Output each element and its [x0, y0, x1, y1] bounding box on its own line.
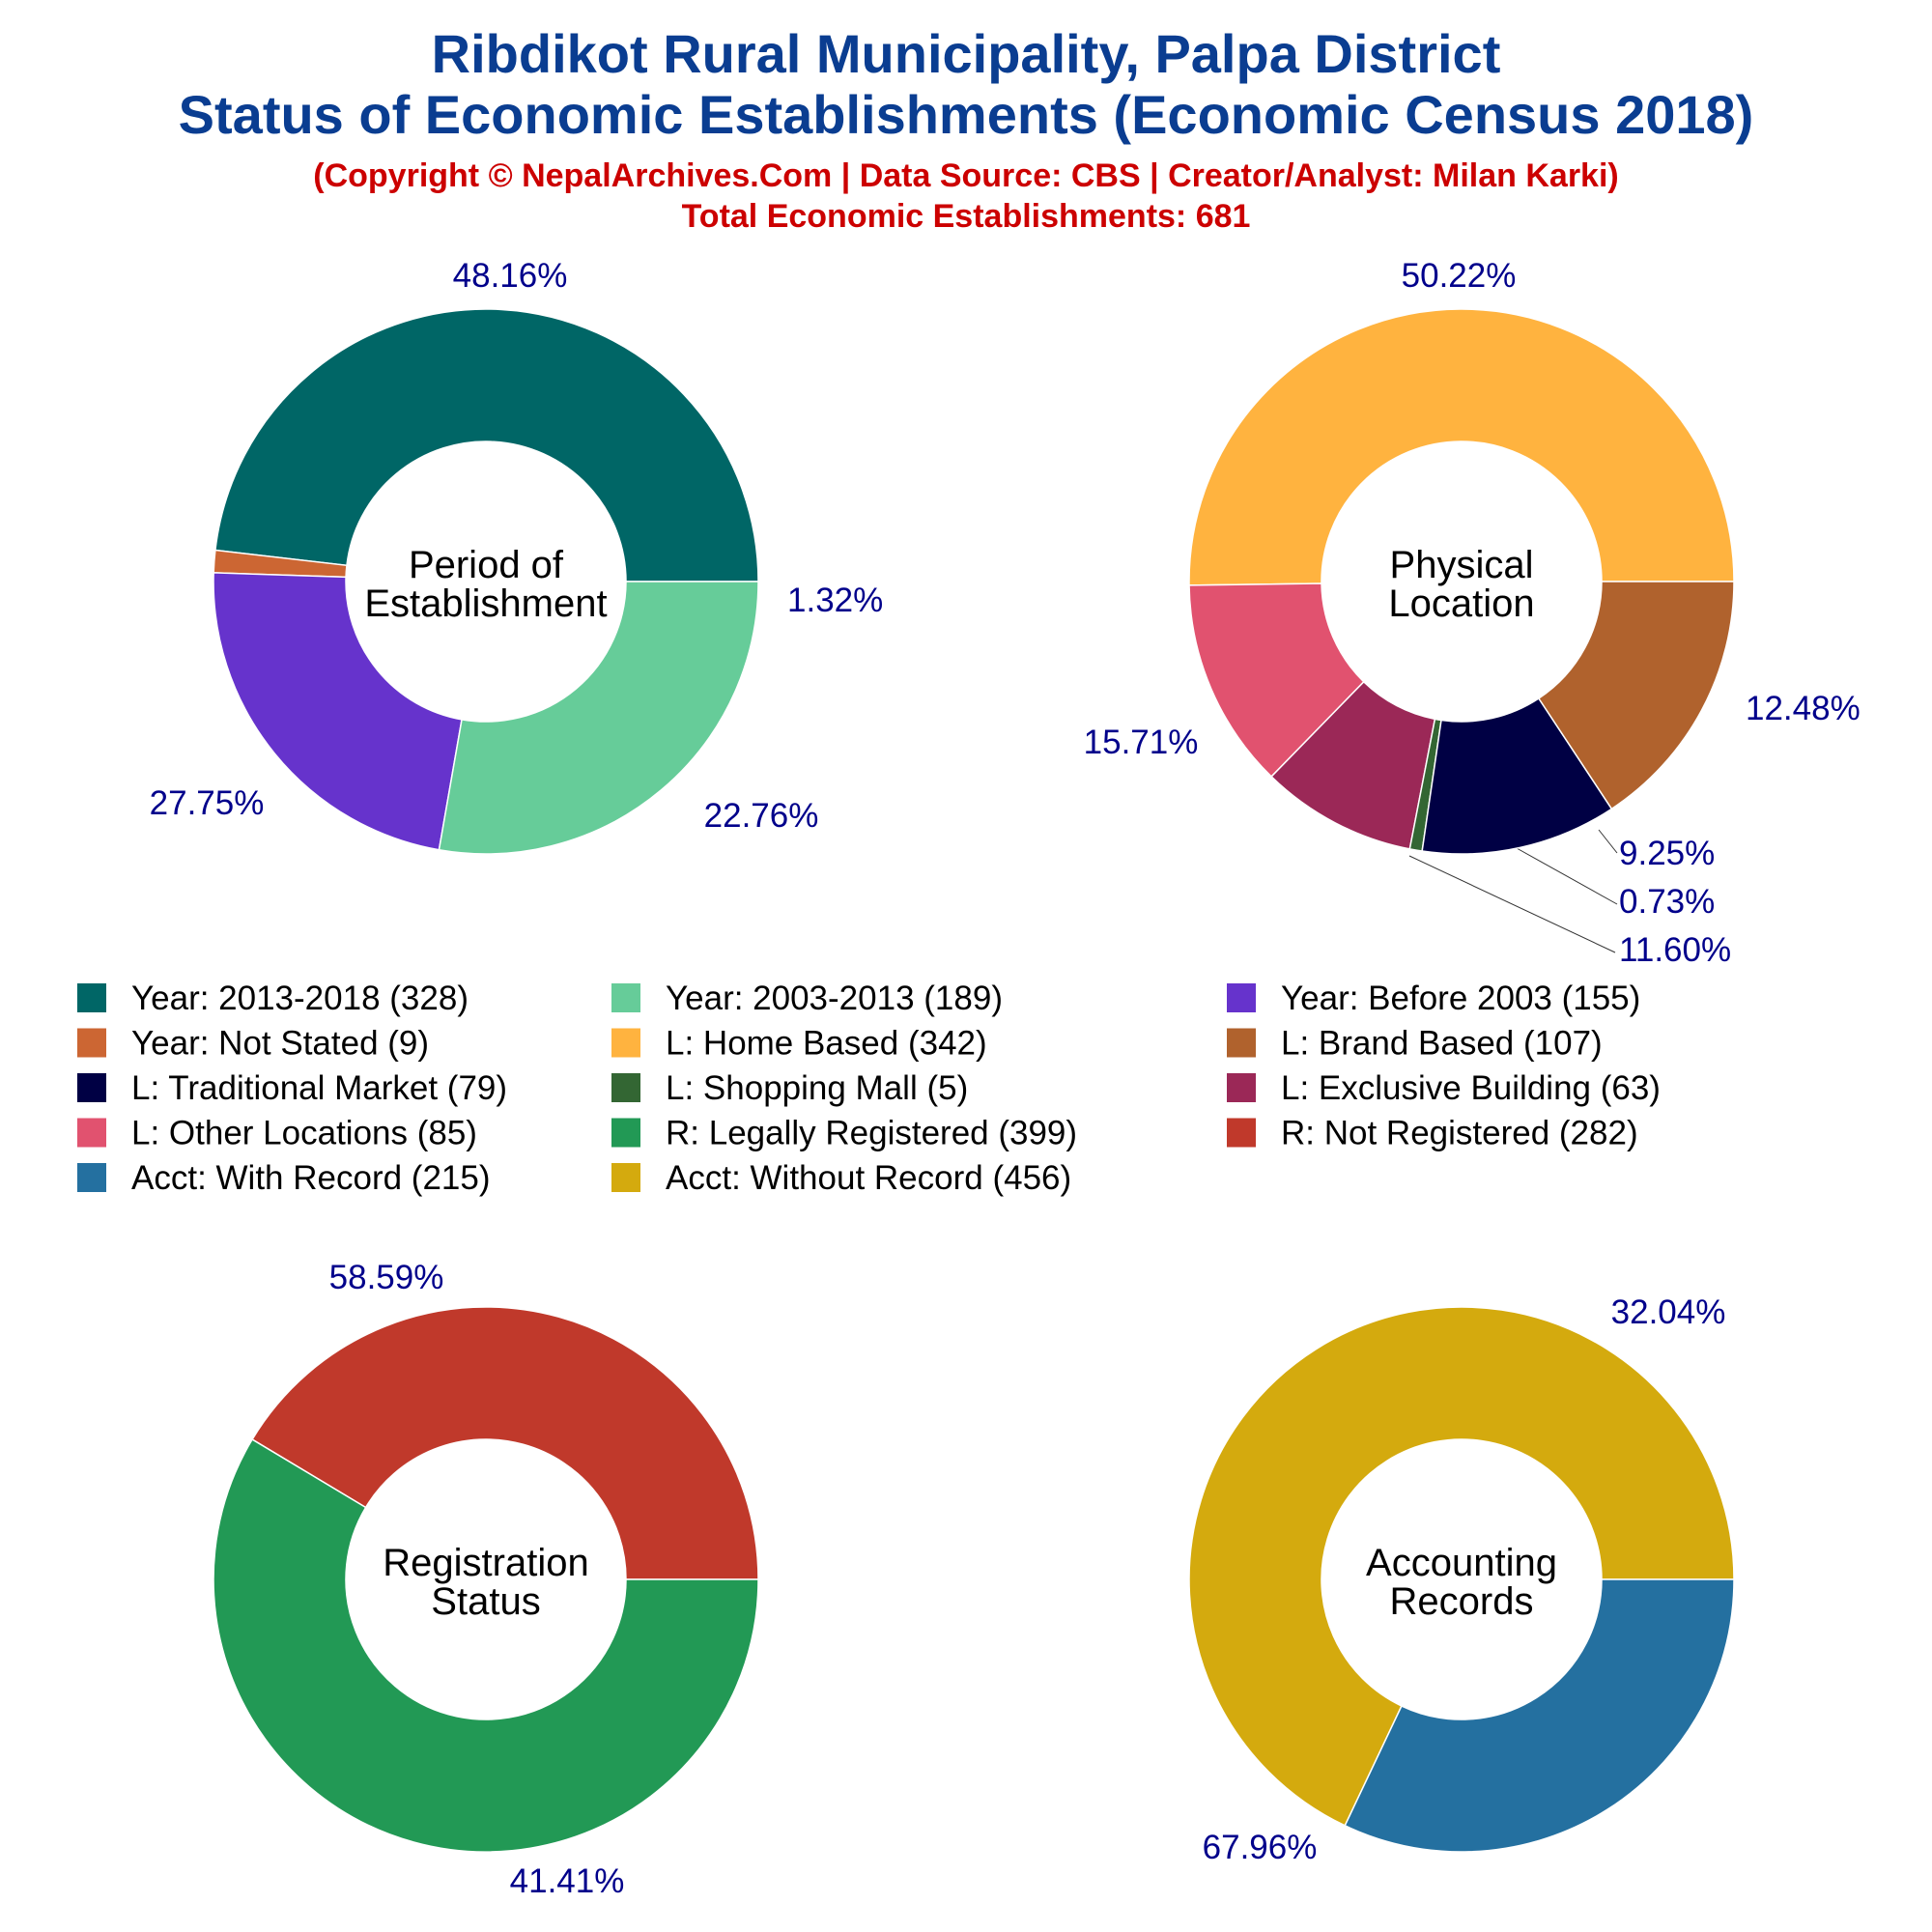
legend-item: Year: 2003-2013 (189) [611, 980, 1003, 1017]
percent-label: 67.96% [1203, 1829, 1318, 1866]
percent-label: 41.41% [510, 1862, 625, 1900]
legend-swatch [611, 1118, 640, 1148]
label-leader-line [1408, 855, 1616, 953]
donut-slice [213, 572, 463, 851]
percent-label: 50.22% [1402, 257, 1517, 295]
percent-label: 15.71% [1084, 724, 1199, 761]
legend-swatch [1227, 983, 1256, 1012]
donut-slice [438, 581, 759, 855]
legend-swatch [77, 1028, 106, 1058]
legend-swatch [611, 1073, 640, 1102]
chart-legend: Year: 2013-2018 (328) Year: 2003-2013 (18… [77, 980, 1661, 1197]
donut-center-label: Establishment [364, 582, 607, 625]
legend-item: L: Shopping Mall (5) [611, 1069, 968, 1107]
legend-label: L: Brand Based (107) [1281, 1025, 1603, 1063]
legend-item: R: Not Registered (282) [1227, 1115, 1638, 1152]
percent-label: 11.60% [1619, 931, 1731, 969]
legend-item: L: Traditional Market (79) [77, 1069, 507, 1107]
legend-label: R: Not Registered (282) [1281, 1115, 1638, 1152]
donut-center-label: Location [1388, 582, 1534, 625]
percent-label: 22.76% [704, 797, 819, 835]
donut-center-label: Registration [383, 1542, 588, 1584]
donut-center-label: Records [1390, 1580, 1534, 1623]
legend-label: L: Home Based (342) [666, 1025, 987, 1063]
legend-label: L: Traditional Market (79) [131, 1069, 507, 1107]
legend-label: R: Legally Registered (399) [666, 1115, 1077, 1152]
legend-swatch [611, 983, 640, 1012]
legend-item: Year: Not Stated (9) [77, 1025, 429, 1063]
legend-label: Year: 2013-2018 (328) [131, 980, 469, 1017]
legend-item: R: Legally Registered (399) [611, 1115, 1077, 1152]
legend-item: Acct: Without Record (456) [611, 1159, 1071, 1197]
legend-label: L: Exclusive Building (63) [1281, 1069, 1661, 1107]
donut-chart-1: 48.16% 1.32% 22.76% 27.75% Period ofEstablis… [150, 257, 883, 855]
legend-item: L: Home Based (342) [611, 1025, 987, 1063]
donut-slice [1537, 581, 1735, 810]
legend-label: Year: 2003-2013 (189) [666, 980, 1003, 1017]
legend-swatch [77, 1073, 106, 1102]
label-leader-line [1516, 847, 1618, 905]
donut-slice [251, 1306, 759, 1580]
donut-slice [213, 1438, 759, 1853]
percent-label: 27.75% [150, 784, 265, 822]
percent-label: 32.04% [1611, 1293, 1726, 1331]
chart-title-line1: Ribdikot Rural Municipality, Palpa Distr… [432, 23, 1501, 84]
percent-label: 58.59% [329, 1259, 444, 1296]
donut-slice [214, 308, 759, 582]
percent-label: 1.32% [787, 582, 883, 619]
legend-swatch [611, 1163, 640, 1192]
total-subtitle: Total Economic Establishments: 681 [682, 198, 1251, 235]
legend-swatch [611, 1028, 640, 1058]
legend-item: Acct: With Record (215) [77, 1159, 491, 1197]
label-leader-line [1598, 829, 1618, 854]
legend-swatch [1227, 1028, 1256, 1058]
legend-label: Year: Not Stated (9) [131, 1025, 429, 1063]
donut-slice [1188, 308, 1735, 586]
legend-swatch [1227, 1073, 1256, 1102]
donut-center-label: Physical [1390, 544, 1534, 586]
donut-chart-2: 50.22% 12.48% 9.25% 0.73% 11.60% 15.71% Physic… [1084, 257, 1861, 969]
legend-item: L: Brand Based (107) [1227, 1025, 1603, 1063]
legend-item: L: Exclusive Building (63) [1227, 1069, 1661, 1107]
legend-swatch [77, 983, 106, 1012]
donut-slice [1344, 1578, 1735, 1853]
legend-item: Year: 2013-2018 (328) [77, 980, 469, 1017]
donut-charts: 48.16% 1.32% 22.76% 27.75% Period ofEstablis… [150, 257, 1861, 1900]
legend-swatch [1227, 1118, 1256, 1148]
donut-center-label: Status [431, 1580, 540, 1623]
legend-label: Acct: Without Record (456) [666, 1159, 1071, 1197]
donut-center-label: Accounting [1366, 1542, 1557, 1584]
legend-label: Acct: With Record (215) [131, 1159, 491, 1197]
legend-label: Year: Before 2003 (155) [1281, 980, 1640, 1017]
legend-item: L: Other Locations (85) [77, 1115, 477, 1152]
percent-label: 48.16% [453, 257, 568, 295]
legend-label: L: Other Locations (85) [131, 1115, 477, 1152]
percent-label: 9.25% [1619, 835, 1715, 872]
legend-swatch [77, 1118, 106, 1148]
donut-slice [1188, 1306, 1735, 1827]
percent-label: 12.48% [1746, 690, 1861, 727]
donut-center-label: Period of [409, 544, 564, 586]
legend-swatch [77, 1163, 106, 1192]
percent-label: 0.73% [1619, 883, 1715, 921]
chart-title-line2: Status of Economic Establishments (Econo… [179, 84, 1754, 145]
copyright-subtitle: (Copyright © NepalArchives.Com | Data So… [313, 157, 1618, 194]
legend-label: L: Shopping Mall (5) [666, 1069, 968, 1107]
legend-item: Year: Before 2003 (155) [1227, 980, 1640, 1017]
